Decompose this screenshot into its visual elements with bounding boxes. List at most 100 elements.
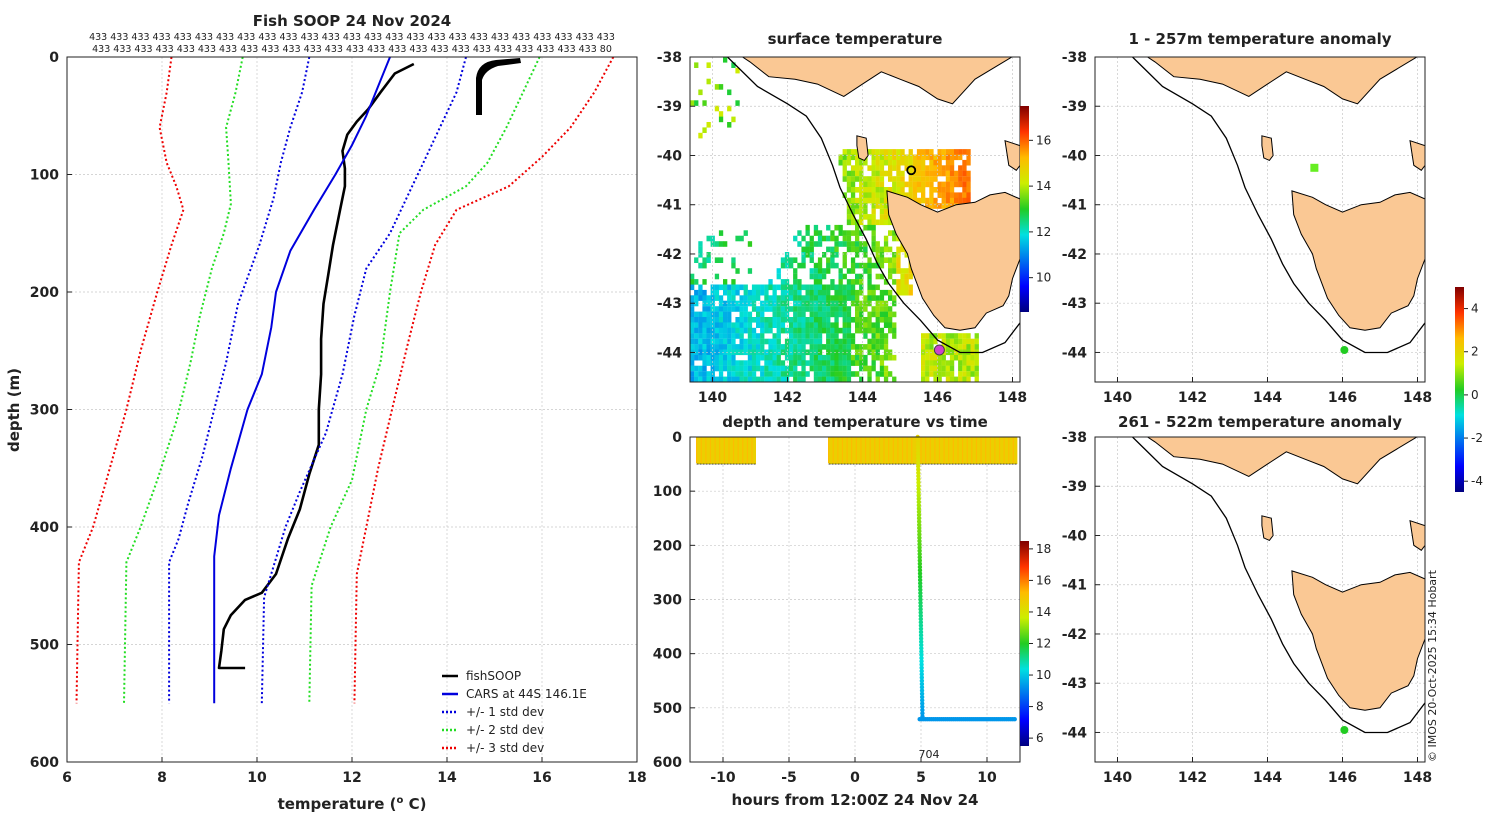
anomaly-shallow-frame bbox=[1094, 56, 1426, 383]
sst-pixel bbox=[735, 100, 740, 106]
sst-pixel bbox=[846, 219, 852, 226]
sst-pixel bbox=[813, 322, 819, 328]
sst-pixel bbox=[739, 306, 744, 312]
sst-pixel bbox=[826, 344, 831, 350]
sst-pixel bbox=[801, 295, 806, 301]
sst-pixel bbox=[937, 354, 942, 361]
depth-time-xtick-label: 0 bbox=[850, 770, 860, 786]
depth-time-colorbar-label: 12 bbox=[1036, 637, 1051, 651]
sst-pixel bbox=[871, 284, 876, 291]
sst-pixel bbox=[883, 208, 889, 215]
sst-pixel bbox=[694, 344, 699, 350]
sst-pixel bbox=[838, 159, 843, 166]
sst-pixel bbox=[855, 230, 860, 236]
sst-pixel bbox=[723, 300, 728, 307]
sst-pixel bbox=[809, 252, 814, 258]
sst-pixel bbox=[896, 154, 901, 161]
sst-pixel bbox=[867, 181, 872, 188]
sst-pixel bbox=[756, 306, 761, 312]
sst-pixel bbox=[883, 354, 889, 361]
sst-pixel bbox=[970, 354, 975, 361]
sst-pixel bbox=[842, 241, 847, 247]
sst-pixel bbox=[925, 165, 930, 171]
sst-pixel bbox=[863, 214, 868, 220]
sst-pixel bbox=[751, 306, 757, 312]
sst-pixel bbox=[801, 317, 806, 323]
anomaly-colorbar bbox=[1455, 287, 1464, 492]
sst-pixel bbox=[883, 159, 889, 166]
sst-pixel bbox=[797, 354, 802, 361]
map-xtick-label: 148 bbox=[1403, 390, 1432, 406]
sst-pixel bbox=[863, 192, 868, 198]
sst-pixel bbox=[838, 376, 843, 382]
sst-pixel bbox=[888, 149, 893, 155]
sst-pixel bbox=[710, 317, 715, 323]
descent-point bbox=[917, 551, 922, 557]
sst-pixel bbox=[875, 219, 880, 226]
sst-pixel bbox=[941, 149, 946, 155]
map-ytick-label: -41 bbox=[1062, 198, 1087, 214]
sst-pixel bbox=[731, 284, 736, 291]
sst-pixel bbox=[764, 365, 769, 372]
sst-pixel bbox=[855, 224, 860, 231]
sst-pixel bbox=[760, 311, 765, 318]
sst-pixel bbox=[896, 165, 901, 171]
sst-pixel bbox=[958, 170, 963, 177]
sst-pixel bbox=[875, 176, 880, 182]
sst-pixel bbox=[871, 214, 876, 220]
count-row-1: 433 433 433 433 433 433 433 433 433 433 … bbox=[89, 32, 615, 43]
sst-pixel bbox=[760, 327, 765, 334]
sst-pixel bbox=[830, 279, 835, 285]
sst-pixel bbox=[727, 338, 732, 345]
sst-pixel bbox=[855, 170, 860, 177]
descent-point bbox=[916, 480, 921, 485]
sst-pixel bbox=[945, 176, 951, 182]
sst-pixel bbox=[797, 311, 802, 318]
sst-pixel bbox=[789, 365, 794, 372]
sst-pixel bbox=[718, 371, 724, 377]
sst-pixel bbox=[929, 365, 934, 372]
sst-pixel bbox=[793, 344, 798, 350]
sst-pixel bbox=[735, 349, 740, 356]
anomaly-colorbar-label: 2 bbox=[1471, 345, 1479, 359]
sst-pixel bbox=[826, 338, 831, 345]
sst-pixel bbox=[772, 354, 777, 361]
sst-pixel bbox=[879, 219, 885, 226]
sst-pixel bbox=[806, 382, 810, 388]
sst-pixel bbox=[883, 219, 889, 226]
sst-pixel bbox=[834, 333, 839, 339]
sst-pixel bbox=[747, 349, 753, 356]
sst-pixel bbox=[966, 338, 971, 345]
sst-pixel bbox=[867, 214, 872, 220]
sst-pixel bbox=[768, 354, 773, 361]
sst-pixel bbox=[875, 311, 880, 318]
sst-pixel bbox=[855, 349, 860, 356]
sst-pixel bbox=[747, 354, 753, 361]
sst-pixel bbox=[789, 322, 794, 328]
sst-pixel bbox=[842, 149, 847, 155]
sst-pixel bbox=[929, 154, 934, 161]
sst-pixel bbox=[846, 306, 852, 312]
sst-pixel bbox=[751, 289, 757, 296]
sst-pixel bbox=[834, 371, 839, 377]
sst-pixel bbox=[908, 289, 913, 296]
sst-pixel bbox=[809, 333, 814, 339]
sst-pixel bbox=[822, 268, 827, 274]
sst-pixel bbox=[863, 317, 868, 323]
sst-pixel bbox=[842, 327, 847, 334]
sst-pixel bbox=[830, 333, 835, 339]
sst-pixel bbox=[855, 159, 860, 166]
sst-pixel bbox=[702, 306, 707, 312]
sst-pixel bbox=[863, 252, 868, 258]
bottom-point bbox=[1012, 717, 1017, 722]
sst-pixel bbox=[772, 365, 777, 372]
sst-pixel bbox=[867, 165, 872, 171]
sst-pixel bbox=[822, 284, 827, 291]
sst-pixel bbox=[764, 371, 769, 377]
sst-pixel bbox=[941, 187, 946, 193]
sst-pixel bbox=[945, 371, 951, 377]
sst-pixel bbox=[751, 333, 757, 339]
sst-pixel bbox=[797, 284, 802, 291]
sst-pixel bbox=[842, 371, 847, 377]
sst-pixel bbox=[698, 338, 703, 345]
